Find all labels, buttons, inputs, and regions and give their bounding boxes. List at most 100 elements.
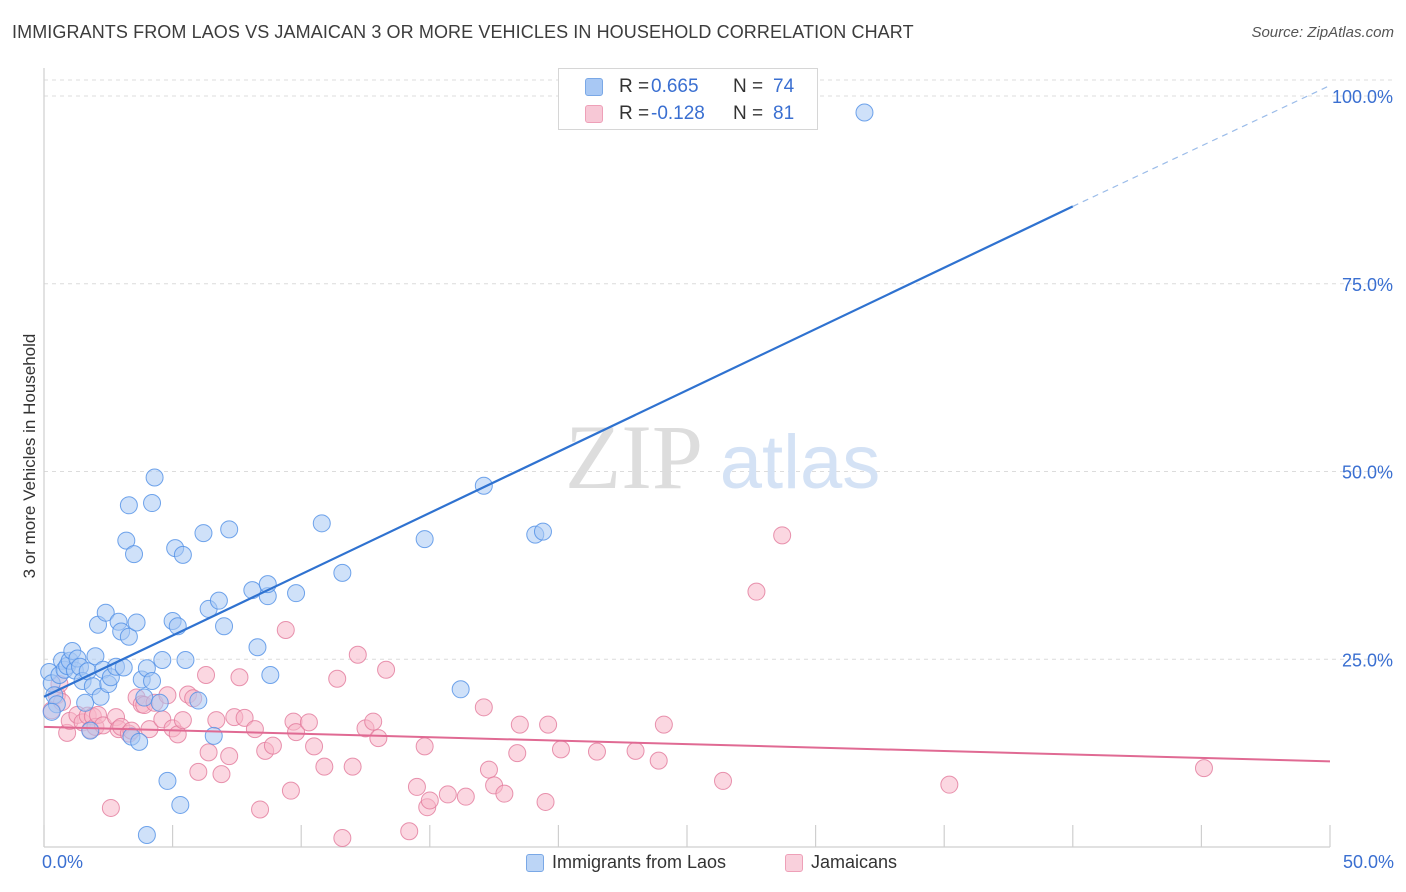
data-point [747, 582, 766, 601]
y-tick-label: 100.0% [1332, 87, 1393, 107]
data-point [251, 800, 270, 819]
data-point [189, 691, 208, 710]
data-point [855, 103, 874, 122]
data-point [654, 715, 673, 734]
legend-label-laos: Immigrants from Laos [552, 852, 727, 872]
legend-label-jamaicans: Jamaicans [811, 852, 898, 872]
data-point [287, 723, 306, 742]
data-point [135, 688, 154, 707]
data-point [145, 468, 164, 487]
chart-title: IMMIGRANTS FROM LAOS VS JAMAICAN 3 OR MO… [12, 22, 914, 42]
r-value: 0.665 [651, 76, 699, 97]
data-point [333, 828, 352, 847]
legend-swatch-jamaicans [785, 853, 803, 872]
data-point [127, 613, 146, 632]
x-tick-min: 0.0% [42, 852, 84, 872]
data-point [212, 765, 231, 784]
data-point [536, 792, 555, 811]
data-point [150, 693, 169, 712]
data-point [420, 791, 439, 810]
data-point [220, 520, 239, 539]
legend-item-jamaicans[interactable]: Jamaicans [785, 852, 897, 873]
n-label: N = [733, 76, 764, 97]
data-point [510, 715, 529, 734]
data-point [215, 617, 234, 636]
data-point [495, 784, 514, 803]
data-point [263, 736, 282, 755]
r-value: -0.128 [651, 103, 705, 124]
data-point [119, 627, 138, 646]
watermark-atlas: atlas [720, 420, 881, 505]
data-point [125, 545, 144, 564]
data-point [1194, 759, 1213, 778]
data-point [197, 666, 216, 685]
data-point [220, 747, 239, 766]
data-point [533, 522, 552, 541]
data-point [364, 712, 383, 731]
swatch-laos [585, 78, 603, 96]
stats-legend: R = 0.665 N = 74 R = -0.128 N = 81 [558, 68, 818, 130]
data-point [119, 496, 138, 515]
data-point [312, 514, 331, 533]
data-point [940, 775, 959, 794]
data-point [333, 563, 352, 582]
data-point [42, 702, 61, 721]
data-point [474, 698, 493, 717]
data-point [171, 795, 190, 814]
grid [44, 79, 1394, 660]
y-tick-label: 50.0% [1342, 463, 1393, 483]
data-point [173, 711, 192, 730]
data-point [348, 645, 367, 664]
data-point [143, 494, 162, 513]
axes [43, 68, 1331, 848]
data-point [508, 744, 527, 763]
data-point [78, 662, 97, 681]
trend-line-laos [43, 205, 1074, 698]
watermark: ZIP atlas [565, 406, 880, 508]
data-point [276, 620, 295, 639]
data-point [539, 715, 558, 734]
data-point [130, 732, 149, 751]
data-point [243, 581, 262, 600]
data-point [474, 476, 493, 495]
data-point [369, 729, 388, 748]
data-point [407, 777, 426, 796]
data-point [315, 757, 334, 776]
trend-line-laos-extension [1072, 84, 1331, 207]
data-point [76, 693, 95, 712]
data-point [343, 757, 362, 776]
data-point [261, 666, 280, 685]
data-point [176, 651, 195, 670]
data-point [143, 672, 162, 691]
y-tick-label: 25.0% [1342, 650, 1393, 670]
data-point [117, 531, 136, 550]
data-point [81, 721, 100, 740]
y-tick-label: 75.0% [1342, 275, 1393, 295]
trend-lines [43, 84, 1331, 763]
n-value: 74 [773, 76, 795, 97]
data-point [415, 530, 434, 549]
data-point [451, 680, 470, 699]
swatch-jamaicans [585, 105, 603, 123]
data-point [189, 762, 208, 781]
data-point [587, 742, 606, 761]
data-point [96, 603, 115, 622]
data-point [415, 737, 434, 756]
y-tick-labels: 100.0% 75.0% 50.0% 25.0% [1332, 87, 1393, 670]
data-point [400, 822, 419, 841]
legend-item-laos[interactable]: Immigrants from Laos [526, 852, 726, 873]
data-point [714, 771, 733, 790]
data-point [305, 737, 324, 756]
data-point [173, 545, 192, 564]
data-point [101, 798, 120, 817]
data-point [209, 591, 228, 610]
data-point [207, 711, 226, 730]
data-point [248, 638, 267, 657]
series-legend: Immigrants from Laos Jamaicans [0, 852, 1406, 878]
data-point [245, 720, 264, 739]
n-value: 81 [773, 103, 795, 124]
source-label: Source: ZipAtlas.com [1251, 24, 1394, 41]
x-tick-max: 50.0% [1342, 852, 1394, 872]
data-point [551, 740, 570, 759]
